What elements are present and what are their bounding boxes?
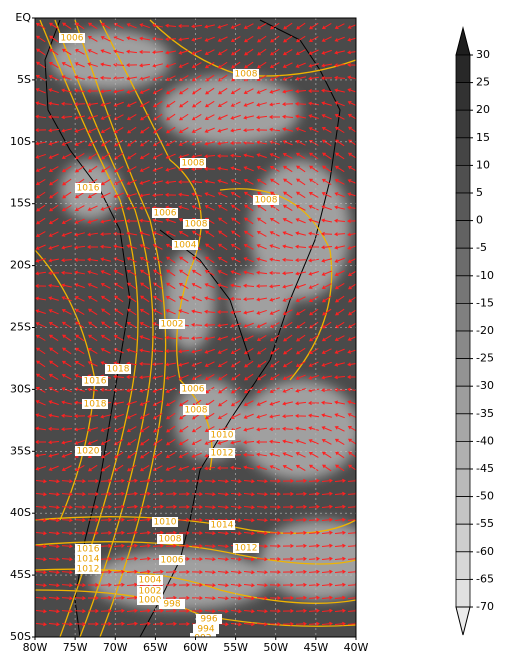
colorbar-label: -60 [476, 545, 494, 558]
isobar-label: 1004 [174, 241, 197, 251]
isobar-label: 1016 [77, 184, 100, 194]
lon-label: 40W [344, 641, 369, 654]
isobar-label: 1014 [77, 555, 100, 565]
colorbar-segment [456, 386, 470, 414]
colorbar-label: -55 [476, 517, 494, 530]
colorbar-segment [456, 276, 470, 304]
isobar-label: 1006 [154, 209, 177, 219]
isobar-label: 1008 [255, 196, 278, 206]
lat-label: 10S [10, 135, 31, 148]
colorbar-segment [456, 552, 470, 580]
colorbar-segment [456, 441, 470, 469]
lat-label: 30S [10, 382, 31, 395]
lon-label: 45W [303, 641, 328, 654]
colorbar-segment [456, 331, 470, 359]
isobar-label: 1006 [61, 34, 84, 44]
colorbar-label: 0 [476, 214, 483, 227]
colorbar-extend-bottom [456, 607, 470, 635]
colorbar-segment [456, 497, 470, 525]
colorbar-label: -15 [476, 296, 494, 309]
isobar-label: 1012 [235, 544, 258, 554]
colorbar-segment [456, 193, 470, 221]
isobar-label: 996 [200, 615, 217, 625]
lat-label: 35S [10, 444, 31, 457]
colorbar: 30 25 20 15 10 5 0 -5 -10 -15 -20 -25 -30 -35 -40 -45 -5… [456, 28, 494, 635]
isobar-label: 1002 [161, 320, 184, 330]
isobar-label: 1020 [77, 447, 100, 457]
isobar-label: 1014 [211, 521, 234, 531]
lat-label: 45S [10, 568, 31, 581]
map-figure: 1006 1008 1008 1016 1006 1008 1008 1004 1002 1018… [0, 0, 508, 661]
lat-label: 20S [10, 259, 31, 272]
colorbar-label: -10 [476, 269, 494, 282]
colorbar-label: 15 [476, 131, 490, 144]
colorbar-label: -50 [476, 490, 494, 503]
colorbar-segment [456, 303, 470, 331]
isobar-label: 1016 [77, 545, 100, 555]
isobar-label: 1012 [211, 449, 234, 459]
colorbar-segment [456, 83, 470, 111]
isobar-label: 1018 [107, 365, 130, 375]
isobar-label: 1004 [139, 576, 162, 586]
isobar-label: 1018 [84, 400, 107, 410]
lon-label: 80W [23, 641, 48, 654]
colorbar-label: -65 [476, 572, 494, 585]
colorbar-label: 10 [476, 158, 490, 171]
colorbar-label: -5 [476, 241, 487, 254]
colorbar-label: -35 [476, 407, 494, 420]
isobar-label: 1010 [154, 518, 177, 528]
colorbar-label: 30 [476, 48, 490, 61]
colorbar-label: -25 [476, 352, 494, 365]
isobar-label: 1008 [185, 406, 208, 416]
colorbar-segment [456, 221, 470, 249]
lon-label: 55W [223, 641, 248, 654]
colorbar-label: 20 [476, 103, 490, 116]
colorbar-label: -40 [476, 434, 494, 447]
isobar-label: 1016 [84, 377, 107, 387]
colorbar-label: -70 [476, 600, 494, 613]
isobar-label: 1006 [161, 556, 184, 566]
lon-label: 70W [103, 641, 128, 654]
isobar-label: 1008 [159, 535, 182, 545]
colorbar-segment [456, 414, 470, 442]
colorbar-extend-top [456, 28, 470, 55]
colorbar-label: -30 [476, 379, 494, 392]
lat-label: 25S [10, 321, 31, 334]
colorbar-segment [456, 55, 470, 83]
lat-label: EQ [15, 11, 31, 24]
map-area: 1006 1008 1008 1016 1006 1008 1008 1004 1002 1018… [35, 18, 380, 644]
lat-label: 40S [10, 506, 31, 519]
isobar-label: 1008 [235, 70, 258, 80]
colorbar-segment [456, 579, 470, 607]
colorbar-segment [456, 524, 470, 552]
colorbar-segment [456, 110, 470, 138]
lon-label: 65W [143, 641, 168, 654]
isobar-label: 1008 [185, 220, 208, 230]
colorbar-label: 25 [476, 76, 490, 89]
lat-label: 5S [17, 73, 31, 86]
isobar-label: 1012 [77, 565, 100, 575]
colorbar-segment [456, 248, 470, 276]
colorbar-label: -45 [476, 462, 494, 475]
lon-label: 50W [263, 641, 288, 654]
colorbar-segment [456, 359, 470, 387]
lon-label: 75W [63, 641, 88, 654]
colorbar-segment [456, 469, 470, 497]
colorbar-segment [456, 165, 470, 193]
isobar-label: 1010 [211, 431, 234, 441]
lat-label: 15S [10, 197, 31, 210]
isobar-label: 1006 [182, 385, 205, 395]
isobar-label: 1008 [182, 159, 205, 169]
colorbar-label: 5 [476, 186, 483, 199]
colorbar-label: -20 [476, 324, 494, 337]
lon-label: 60W [183, 641, 208, 654]
colorbar-segment [456, 138, 470, 166]
isobar-label: 998 [163, 600, 180, 610]
isobar-label: 1000 [139, 596, 162, 606]
